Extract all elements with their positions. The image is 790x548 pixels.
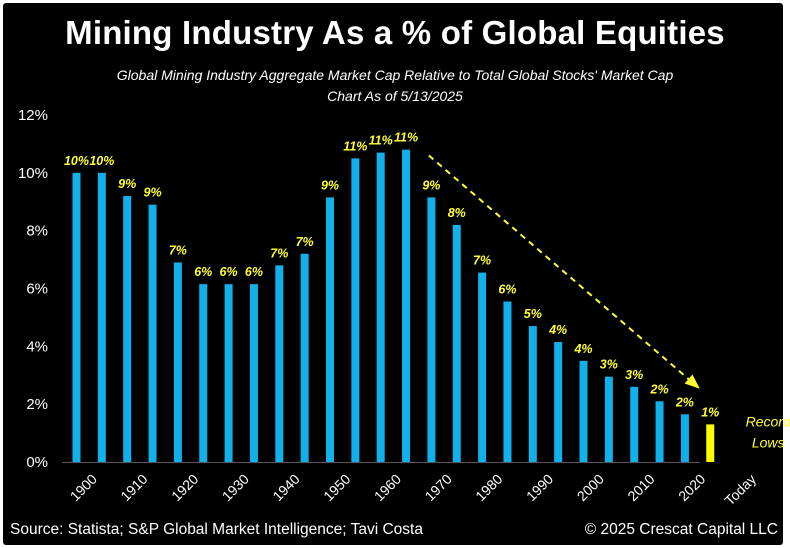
chart-date-note: Chart As of 5/13/2025 bbox=[327, 88, 463, 104]
x-tick-label: 2000 bbox=[574, 471, 607, 504]
bar-value-label: 7% bbox=[169, 243, 187, 257]
bar bbox=[503, 301, 512, 462]
bar-value-label: 11% bbox=[394, 131, 418, 145]
bar-value-label: 1% bbox=[701, 405, 719, 419]
bar bbox=[351, 158, 360, 462]
bar bbox=[376, 152, 385, 462]
bar bbox=[249, 284, 258, 462]
source-note: Source: Statista; S&P Global Market Inte… bbox=[10, 521, 423, 538]
bar bbox=[528, 326, 537, 462]
x-tick-label: 1910 bbox=[117, 471, 150, 504]
bar bbox=[97, 172, 106, 463]
bar-value-label: 3% bbox=[600, 358, 618, 372]
bar-value-label: 9% bbox=[422, 178, 440, 192]
bar bbox=[148, 204, 157, 462]
bar-value-label: 4% bbox=[548, 323, 567, 337]
y-tick-label: 2% bbox=[26, 396, 48, 413]
bar bbox=[630, 386, 639, 462]
x-tick-label: 1940 bbox=[269, 471, 302, 504]
bar bbox=[427, 197, 436, 462]
y-tick-label: 12% bbox=[18, 107, 48, 124]
x-tick-label: 1990 bbox=[523, 471, 556, 504]
bar bbox=[680, 414, 689, 462]
bar-value-label: 7% bbox=[270, 246, 288, 260]
bar-value-label: 6% bbox=[498, 283, 516, 297]
bar-value-label: 10% bbox=[89, 154, 114, 168]
bar bbox=[554, 341, 563, 462]
bar-value-label: 7% bbox=[296, 235, 314, 249]
x-tick-label: 2010 bbox=[624, 471, 657, 504]
bar-value-label: 6% bbox=[245, 265, 263, 279]
chart-panel bbox=[3, 3, 783, 545]
bar-value-label: 5% bbox=[524, 307, 542, 321]
x-tick-label: 2020 bbox=[675, 471, 708, 504]
bar-value-label: 4% bbox=[573, 342, 592, 356]
bar bbox=[275, 265, 284, 462]
bar bbox=[706, 424, 715, 462]
copyright-note: © 2025 Crescat Capital LLC bbox=[584, 521, 778, 538]
bar bbox=[579, 360, 588, 462]
x-tick-label: Today bbox=[721, 471, 759, 509]
x-tick-label: 1980 bbox=[472, 471, 505, 504]
bar bbox=[402, 149, 411, 462]
bar-value-label: 11% bbox=[369, 134, 393, 148]
y-tick-label: 10% bbox=[18, 165, 48, 182]
record-lows-annotation: Lows bbox=[752, 434, 785, 450]
chart-subtitle: Global Mining Industry Aggregate Market … bbox=[116, 67, 674, 83]
y-tick-label: 8% bbox=[26, 223, 48, 240]
bar-value-label: 6% bbox=[194, 265, 212, 279]
bar bbox=[199, 284, 208, 462]
trend-arrow-head bbox=[684, 374, 700, 389]
y-tick-label: 0% bbox=[26, 454, 48, 471]
x-tick-label: 1960 bbox=[371, 471, 404, 504]
x-tick-label: 1950 bbox=[320, 471, 353, 504]
bar-value-label: 9% bbox=[118, 177, 136, 191]
record-lows-annotation: Record bbox=[746, 413, 790, 429]
trend-arrow-line bbox=[428, 154, 699, 388]
y-tick-label: 4% bbox=[26, 338, 48, 355]
bar-value-label: 2% bbox=[675, 395, 694, 409]
x-tick-label: 1900 bbox=[67, 471, 100, 504]
bar-value-label: 7% bbox=[473, 254, 491, 268]
bar-value-label: 8% bbox=[448, 206, 466, 220]
bar-value-label: 6% bbox=[220, 265, 238, 279]
bar bbox=[72, 172, 81, 463]
x-tick-label: 1970 bbox=[422, 471, 455, 504]
bar bbox=[326, 197, 334, 462]
bar bbox=[224, 284, 233, 462]
bar bbox=[604, 376, 613, 462]
bar bbox=[173, 262, 182, 462]
bar bbox=[123, 195, 132, 462]
bar bbox=[300, 253, 309, 462]
chart-title: Mining Industry As a % of Global Equitie… bbox=[65, 14, 725, 51]
bar-value-label: 2% bbox=[650, 382, 669, 396]
bar bbox=[452, 224, 461, 462]
bar-value-label: 3% bbox=[625, 368, 643, 382]
bar-value-label: 11% bbox=[343, 139, 367, 153]
y-tick-label: 6% bbox=[26, 281, 48, 298]
x-tick-label: 1930 bbox=[219, 471, 252, 504]
bar-value-label: 10% bbox=[64, 154, 89, 168]
bar-value-label: 9% bbox=[321, 178, 339, 192]
bar-value-label: 9% bbox=[144, 186, 162, 200]
bar bbox=[478, 272, 487, 462]
bar bbox=[655, 401, 664, 462]
x-tick-label: 1920 bbox=[168, 471, 201, 504]
